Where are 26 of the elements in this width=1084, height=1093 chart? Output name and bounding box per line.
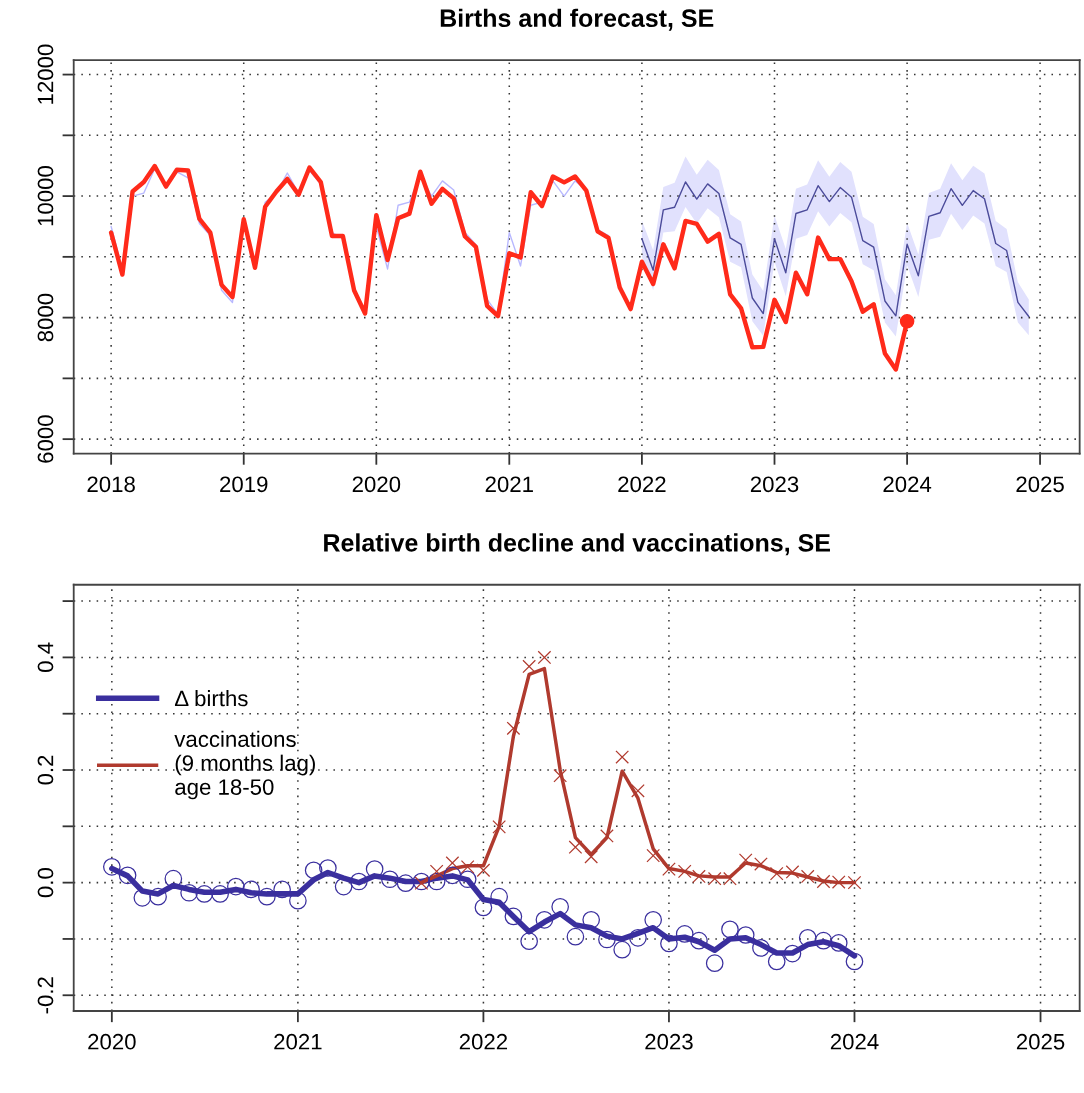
legend-label: vaccinations (9 months lag) age 18-50 [174, 730, 315, 800]
y-tick-label: 0.0 [37, 868, 54, 898]
x-tick-label: 2021 [274, 1033, 322, 1050]
y-tick-label: 8000 [37, 293, 54, 342]
y-tick-label: 6000 [37, 415, 54, 463]
y-tick-label: 12000 [37, 44, 54, 104]
x-tick-label: 2019 [220, 476, 268, 493]
x-tick-label: 2020 [88, 1033, 136, 1050]
legend-label: Δ births [174, 690, 248, 707]
x-tick-label: 2025 [1016, 1033, 1065, 1050]
x-tick-label: 2023 [750, 476, 799, 493]
x-tick-label: 2024 [830, 1033, 879, 1050]
x-tick-label: 2025 [1016, 476, 1064, 493]
x-tick-label: 2023 [645, 1033, 693, 1050]
y-tick-label: -0.2 [37, 977, 54, 1014]
x-tick-label: 2018 [87, 476, 135, 493]
y-tick-label: 10000 [37, 166, 54, 226]
x-tick-label: 2024 [883, 476, 932, 493]
x-tick-label: 2022 [618, 476, 666, 493]
y-tick-label: 0.2 [37, 755, 54, 785]
chart-title: Relative birth decline and vaccinations, SE [324, 533, 830, 556]
x-tick-label: 2021 [485, 476, 533, 493]
x-tick-label: 2022 [459, 1033, 508, 1050]
chart-title: Births and forecast, SE [440, 8, 714, 31]
x-tick-label: 2020 [352, 476, 401, 493]
y-tick-label: 0.4 [37, 642, 54, 672]
